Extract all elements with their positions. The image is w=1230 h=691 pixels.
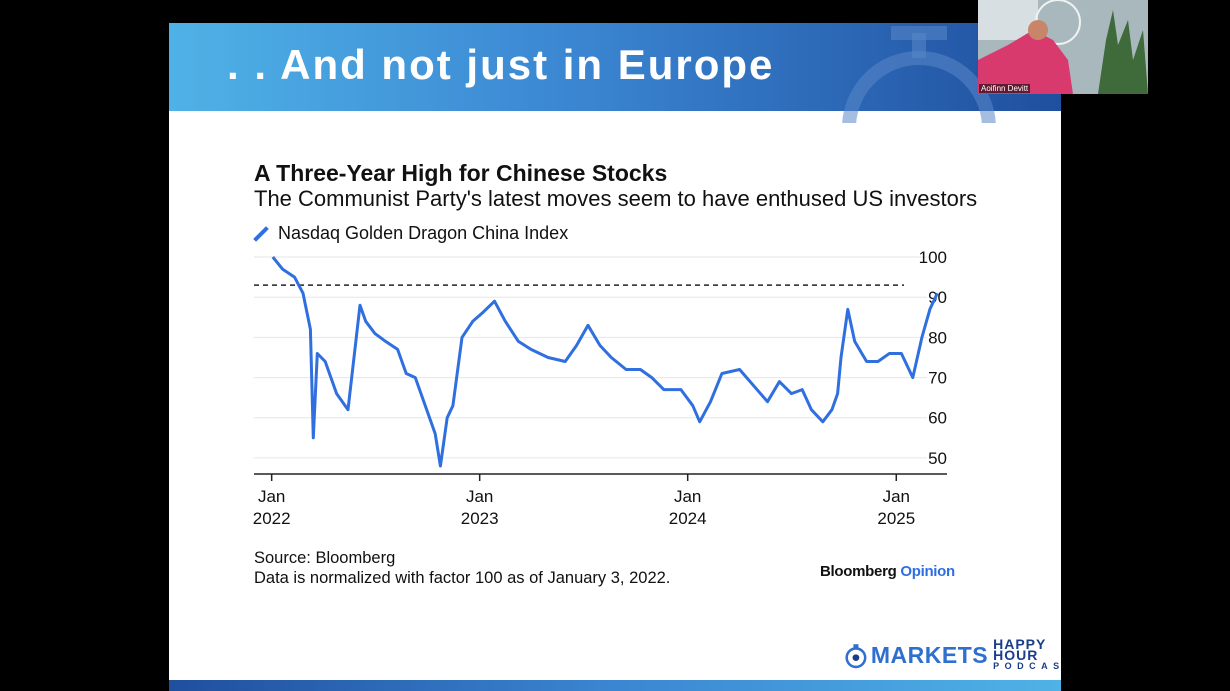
brand-opinion: Opinion (900, 563, 955, 580)
chart-legend: Nasdaq Golden Dragon China Index (253, 223, 569, 244)
webcam-thumbnail[interactable]: Aoifinn Devitt (978, 0, 1148, 94)
y-tick-label: 100 (919, 248, 947, 267)
source-line: Source: Bloomberg (254, 549, 396, 567)
stopwatch-icon (842, 26, 996, 123)
participant-name: Aoifinn Devitt (979, 84, 1031, 93)
x-tick-label: Jan (466, 487, 493, 506)
legend-label: Nasdaq Golden Dragon China Index (278, 223, 569, 243)
x-tick-label: Jan (883, 487, 910, 506)
slide: . . And not just in Europe A Three-Year … (169, 23, 1061, 691)
x-tick-label: Jan (674, 487, 701, 506)
slide-bottom-bar (169, 680, 1061, 691)
series-line (271, 256, 939, 468)
x-tick-label: 2022 (253, 509, 291, 528)
chart-title: A Three-Year High for Chinese Stocks (254, 160, 668, 186)
webcam-video-feed (978, 0, 1148, 94)
source-note: Source: Bloomberg Data is normalized wit… (254, 548, 670, 588)
x-tick-label: 2023 (461, 509, 499, 528)
podcast-markets: MARKETS (870, 642, 989, 668)
slide-banner: . . And not just in Europe (169, 23, 1061, 123)
podcast-happy-hour: HAPPY HOUR (993, 636, 1047, 663)
x-tick-label: 2024 (669, 509, 707, 528)
y-tick-label: 70 (928, 369, 947, 388)
x-tick-label: Jan (258, 487, 285, 506)
slide-title: . . And not just in Europe (227, 41, 775, 88)
stopwatch-logo-icon (845, 643, 867, 668)
podcast-logo: MARKETS HAPPY HOUR PODCAST (845, 636, 1061, 672)
y-tick-label: 80 (928, 328, 947, 347)
chart-subtitle: The Communist Party's latest moves seem … (254, 186, 978, 211)
podcast-subtitle: HAPPY HOUR PODCAST (993, 636, 1061, 672)
y-tick-label: 60 (928, 409, 947, 428)
normalization-note: Data is normalized with factor 100 as of… (254, 569, 671, 587)
brand-main: Bloomberg (820, 563, 897, 580)
line-chart: 5060708090100Jan2022Jan2023Jan2024Jan202… (253, 248, 947, 528)
bloomberg-opinion-logo: Bloomberg Opinion (820, 563, 955, 580)
podcast-word: PODCAST (993, 661, 1061, 671)
y-tick-label: 50 (928, 449, 947, 468)
x-tick-label: 2025 (877, 509, 915, 528)
